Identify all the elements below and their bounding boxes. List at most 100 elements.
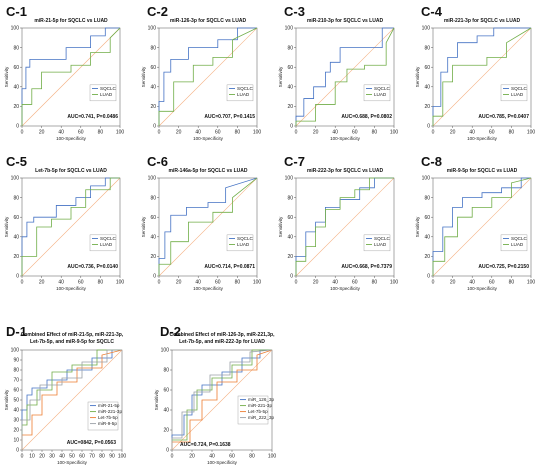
x-tick-label: 40 [58,280,64,286]
x-tick-label: 100 [527,280,536,286]
chart-title: miR-210-3p for SQCLC vs LUAD [307,18,384,24]
roc-panel-c-4: C-4 miR-221-3p for SQCLC vs LUAD 0 20 40 60 80… [411,0,548,150]
y-tick-label: 80 [287,45,293,51]
chart-title-line: Let-7b-5p, and miR-222-3p for LUAD [179,339,265,345]
legend-label: LUAD [511,92,524,97]
x-tick-label: 60 [79,454,85,460]
x-tick-label: 40 [469,280,475,286]
auc-annotation: AUC=0.724, P=0.1638 [180,442,231,448]
x-tick-label: 20 [450,280,456,286]
roc-curve-1 [21,27,121,126]
y-axis-label: Sensitivity [415,66,420,87]
roc-panel-c-7: C-7 miR-222-3p for SQCLC vs LUAD 0 20 40 60 80… [274,150,411,300]
y-tick-label: 60 [13,215,19,221]
legend-label: Let-7b-5p [98,415,118,420]
roc-curve-0 [158,27,257,126]
plot-frame [295,177,395,277]
y-axis-label: Sensitivity [415,216,420,237]
legend-label: SQCLC [374,86,391,91]
x-tick-label: 100 [390,130,399,136]
plot-frame [158,177,258,277]
x-tick-label: 80 [509,130,515,136]
plot-frame [295,27,395,127]
y-tick-label: 20 [13,428,19,434]
roc-curve-3 [21,349,122,450]
x-tick-label: 40 [332,280,338,286]
y-tick-label: 0 [153,124,156,130]
y-tick-label: 0 [427,124,430,130]
y-tick-label: 50 [13,398,19,404]
panel-label: C-6 [147,154,168,169]
x-tick-label: 100 [253,130,262,136]
auc-annotation: AUC=0.688, P=0.0802 [341,114,392,120]
roc-curve-2 [171,349,273,450]
roc-curve-0 [295,27,394,126]
x-axis-label: 100-Specificity [56,286,87,291]
x-tick-label: 80 [372,130,378,136]
y-tick-label: 70 [13,378,19,384]
roc-panel-c-8: C-8 miR-9-5p for SQCLC vs LUAD 0 20 40 60 80 10… [411,150,548,300]
y-tick-label: 0 [16,274,19,280]
y-tick-label: 80 [13,368,19,374]
x-tick-label: 60 [215,280,221,286]
y-tick-label: 100 [285,26,294,32]
roc-curve-0 [21,177,120,276]
x-tick-label: 100 [527,130,536,136]
y-tick-label: 80 [13,195,19,201]
legend-label: miR_222_3p [248,415,274,420]
y-tick-label: 0 [16,448,19,454]
panel-label: D-1 [6,324,27,339]
panel-label: C-1 [6,4,27,19]
reference-diagonal [295,27,395,127]
roc-curve-0 [432,177,531,276]
y-tick-label: 40 [150,85,156,91]
roc-curve-0 [158,177,258,276]
chart-title: miR-222-3p for SQCLC vs LUAD [307,168,384,174]
legend-label: SQCLC [511,86,528,91]
x-tick-label: 60 [78,130,84,136]
y-tick-label: 40 [424,85,430,91]
x-axis-label: 100-Specificity [467,286,498,291]
x-tick-label: 100 [116,280,125,286]
y-tick-label: 60 [13,65,19,71]
x-axis-label: 100-Specificity [57,460,88,465]
roc-curve-0 [171,349,272,450]
y-tick-label: 20 [287,104,293,110]
y-tick-label: 0 [290,274,293,280]
x-tick-label: 100 [116,130,125,136]
auc-annotation: AUC=0.707, P=0.1415 [204,114,255,120]
y-tick-label: 100 [11,348,20,354]
y-tick-label: 0 [166,448,169,454]
chart-title: miR-146a-5p for SQCLC vs LUAD [169,168,248,174]
y-tick-label: 90 [13,358,19,364]
legend-label: miR-21-5p [98,403,120,408]
x-axis-label: 100-Specificity [330,136,361,141]
x-tick-label: 100 [253,280,262,286]
legend-label: LUAD [237,92,250,97]
x-tick-label: 80 [235,130,241,136]
roc-chart-svg: C-8 miR-9-5p for SQCLC vs LUAD 0 20 40 60 80 10… [415,154,536,291]
x-tick-label: 90 [109,454,115,460]
x-axis-label: 100-Specificity [330,286,361,291]
legend-label: miR-9-5p [98,421,117,426]
x-tick-label: 80 [235,280,241,286]
roc-panel-c-2: C-2 miR-126-3p for SQCLC vs LUAD 0 20 40 60 80… [137,0,274,150]
x-tick-label: 20 [176,130,182,136]
roc-panel-c-6: C-6 miR-146a-5p for SQCLC vs LUAD 0 20 40 60 8… [137,150,274,300]
reference-diagonal [21,349,123,451]
y-tick-label: 20 [13,254,19,260]
legend-label: LUAD [374,242,387,247]
legend-box [87,401,119,431]
y-axis-label: Sensitivity [278,66,283,87]
y-axis-label: Sensitivity [141,216,146,237]
y-tick-label: 100 [11,176,20,182]
legend-label: SQCLC [237,236,254,241]
y-tick-label: 60 [424,215,430,221]
reference-diagonal [171,349,273,451]
auc-annotation: AUC=0.741, P=0.0486 [67,114,118,120]
